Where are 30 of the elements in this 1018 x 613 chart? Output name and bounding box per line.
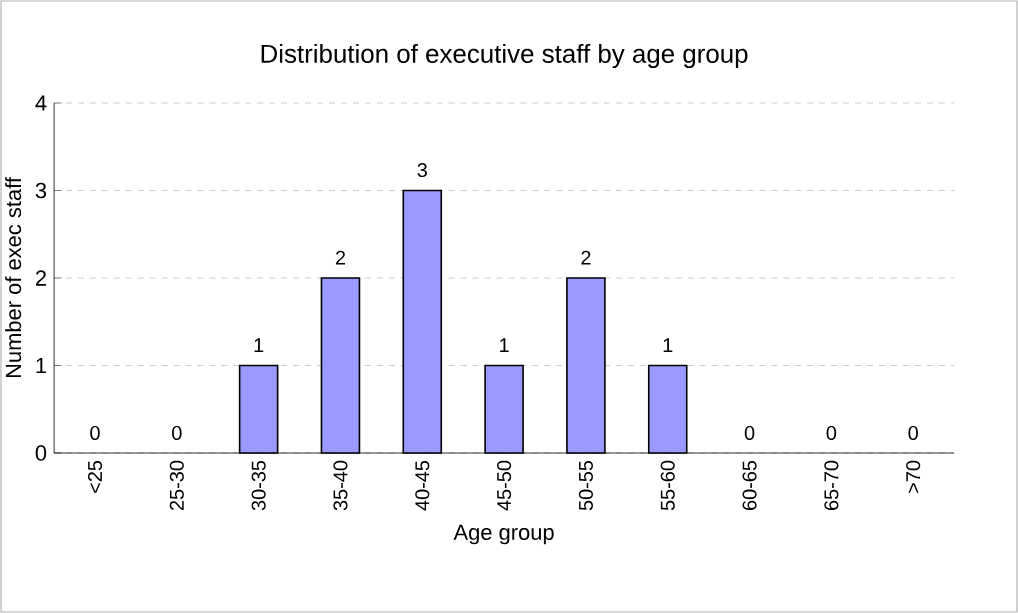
x-tick-label: >70 [906, 460, 921, 493]
x-tick-label: 55-60 [660, 460, 675, 511]
data-label: 1 [254, 338, 264, 353]
y-tick-label: 2 [35, 270, 46, 286]
data-label: 1 [663, 338, 673, 353]
x-tick-label: <25 [87, 460, 103, 493]
y-axis-title: Number of exec staff [5, 177, 22, 378]
data-label: 0 [172, 425, 182, 440]
data-label: 0 [908, 425, 918, 440]
data-label: 3 [417, 162, 427, 178]
data-label: 0 [826, 425, 837, 440]
data-label: 1 [500, 338, 509, 353]
y-tick-label: 0 [35, 445, 47, 461]
x-tick-label: 50-55 [578, 460, 593, 511]
data-label: 0 [90, 425, 100, 440]
x-tick-label: 65-70 [824, 460, 839, 510]
data-label: 0 [744, 425, 755, 440]
data-label: 2 [335, 250, 346, 265]
x-tick-label: 45-50 [497, 460, 512, 511]
chart-title: Distribution of executive staff by age group [261, 43, 748, 69]
x-tick-label: 60-65 [742, 460, 757, 510]
x-axis-title: Age group [453, 524, 554, 545]
x-tick-label: 30-35 [251, 460, 266, 511]
y-tick-label: 3 [35, 182, 47, 199]
y-tick-label: 1 [36, 357, 46, 374]
x-tick-label: 35-40 [333, 460, 348, 511]
y-tick-label: 4 [35, 95, 47, 111]
x-tick-label: 25-30 [169, 460, 184, 510]
x-tick-label: 40-45 [415, 460, 430, 511]
data-label: 2 [581, 250, 591, 265]
